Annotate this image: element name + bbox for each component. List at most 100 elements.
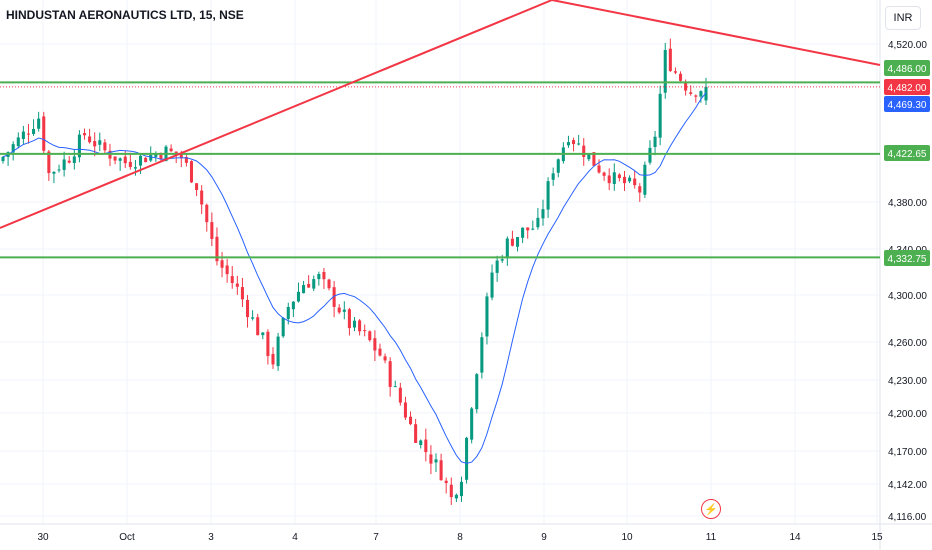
candle-body — [235, 283, 239, 287]
candle-body — [378, 348, 382, 356]
candle-body — [368, 331, 372, 341]
candle-body — [679, 73, 683, 81]
x-tick-label: 9 — [541, 532, 547, 543]
candle-body — [37, 118, 41, 129]
candle-body — [93, 141, 97, 147]
candle-body — [434, 459, 438, 463]
candle-body — [607, 175, 611, 184]
candle-body — [398, 387, 402, 403]
candle-body — [337, 307, 341, 313]
candle-body — [312, 279, 316, 289]
candle-body — [327, 279, 331, 289]
x-tick-label: 14 — [789, 532, 801, 543]
candle-body — [383, 356, 387, 361]
candle-body — [82, 133, 87, 136]
candle-body — [302, 285, 306, 294]
price-label-badge — [884, 79, 930, 95]
candle-body — [286, 307, 290, 320]
candle-body — [179, 154, 183, 158]
candle-body — [103, 142, 107, 151]
candle-body — [515, 236, 520, 247]
candle-body — [123, 156, 127, 164]
candle-body — [215, 236, 219, 262]
candle-body — [475, 374, 479, 410]
x-tick-label: 11 — [706, 532, 717, 543]
x-tick-label: 4 — [292, 532, 298, 543]
candle-body — [673, 71, 677, 73]
candle-body — [271, 353, 275, 365]
y-tick-label: 4,230.00 — [888, 376, 927, 387]
x-tick-label: 30 — [37, 532, 49, 543]
y-tick-label: 4,116.00 — [888, 512, 927, 523]
candle-body — [612, 172, 616, 184]
candle-body — [403, 402, 407, 418]
candle-body — [32, 128, 36, 135]
candle-body — [628, 177, 632, 182]
candle-body — [225, 265, 229, 275]
candle-body — [531, 228, 535, 230]
candle-body — [57, 169, 61, 171]
candle-body — [699, 91, 703, 97]
candle-body — [26, 133, 30, 135]
price-label-badge — [884, 60, 930, 76]
candle-body — [510, 238, 514, 246]
candle-body — [256, 317, 260, 336]
candle-body — [668, 48, 672, 71]
candle-body — [454, 494, 458, 499]
candle-body — [240, 287, 244, 300]
candle-body — [11, 144, 15, 153]
y-tick-label: 4,142.00 — [888, 480, 927, 491]
candle-body — [342, 309, 346, 312]
candle-body — [266, 331, 270, 357]
candle-body — [169, 148, 173, 152]
candle-body — [307, 283, 311, 288]
candle-body — [551, 173, 555, 180]
candle-body — [424, 439, 428, 453]
candle-body — [444, 480, 448, 484]
lightning-icon[interactable]: ⚡ — [701, 499, 721, 519]
price-label-badge — [884, 145, 930, 161]
candle-body — [98, 140, 102, 145]
candle-body — [291, 301, 295, 310]
candle-body — [88, 136, 92, 143]
candle-body — [566, 142, 570, 146]
candle-body — [139, 155, 143, 166]
candle-body — [67, 160, 71, 163]
candle-body — [21, 131, 25, 139]
candle-body — [113, 156, 117, 161]
currency-button[interactable]: INR — [885, 6, 921, 30]
candle-body — [602, 172, 606, 176]
candle-body — [210, 222, 214, 239]
candle-body — [495, 260, 499, 273]
candle-body — [577, 143, 581, 145]
candle-body — [363, 330, 367, 332]
x-tick-label: Oct — [119, 532, 135, 543]
candle-body — [184, 156, 188, 163]
trendline — [551, 0, 881, 66]
candle-body — [470, 408, 474, 440]
moving-average-line — [2, 92, 707, 464]
candle-body — [16, 137, 20, 147]
candle-body — [358, 320, 362, 332]
candle-body — [296, 291, 300, 302]
candle-body — [276, 336, 280, 367]
candle-body — [220, 260, 224, 268]
candle-body — [62, 159, 66, 170]
y-tick-label: 4,520.00 — [888, 40, 927, 51]
candle-body — [546, 181, 550, 210]
candle-body — [414, 424, 418, 443]
candle-body — [72, 156, 76, 164]
candle-body — [465, 437, 469, 480]
candle-body — [230, 276, 234, 284]
candle-body — [1, 157, 5, 162]
candle-body — [133, 167, 137, 169]
y-tick-label: 4,380.00 — [888, 198, 927, 209]
price-label-badge — [884, 250, 930, 266]
candle-body — [77, 134, 81, 158]
candle-body — [144, 157, 148, 163]
candle-body — [643, 164, 647, 195]
candle-body — [480, 337, 484, 373]
candle-body — [261, 332, 265, 336]
